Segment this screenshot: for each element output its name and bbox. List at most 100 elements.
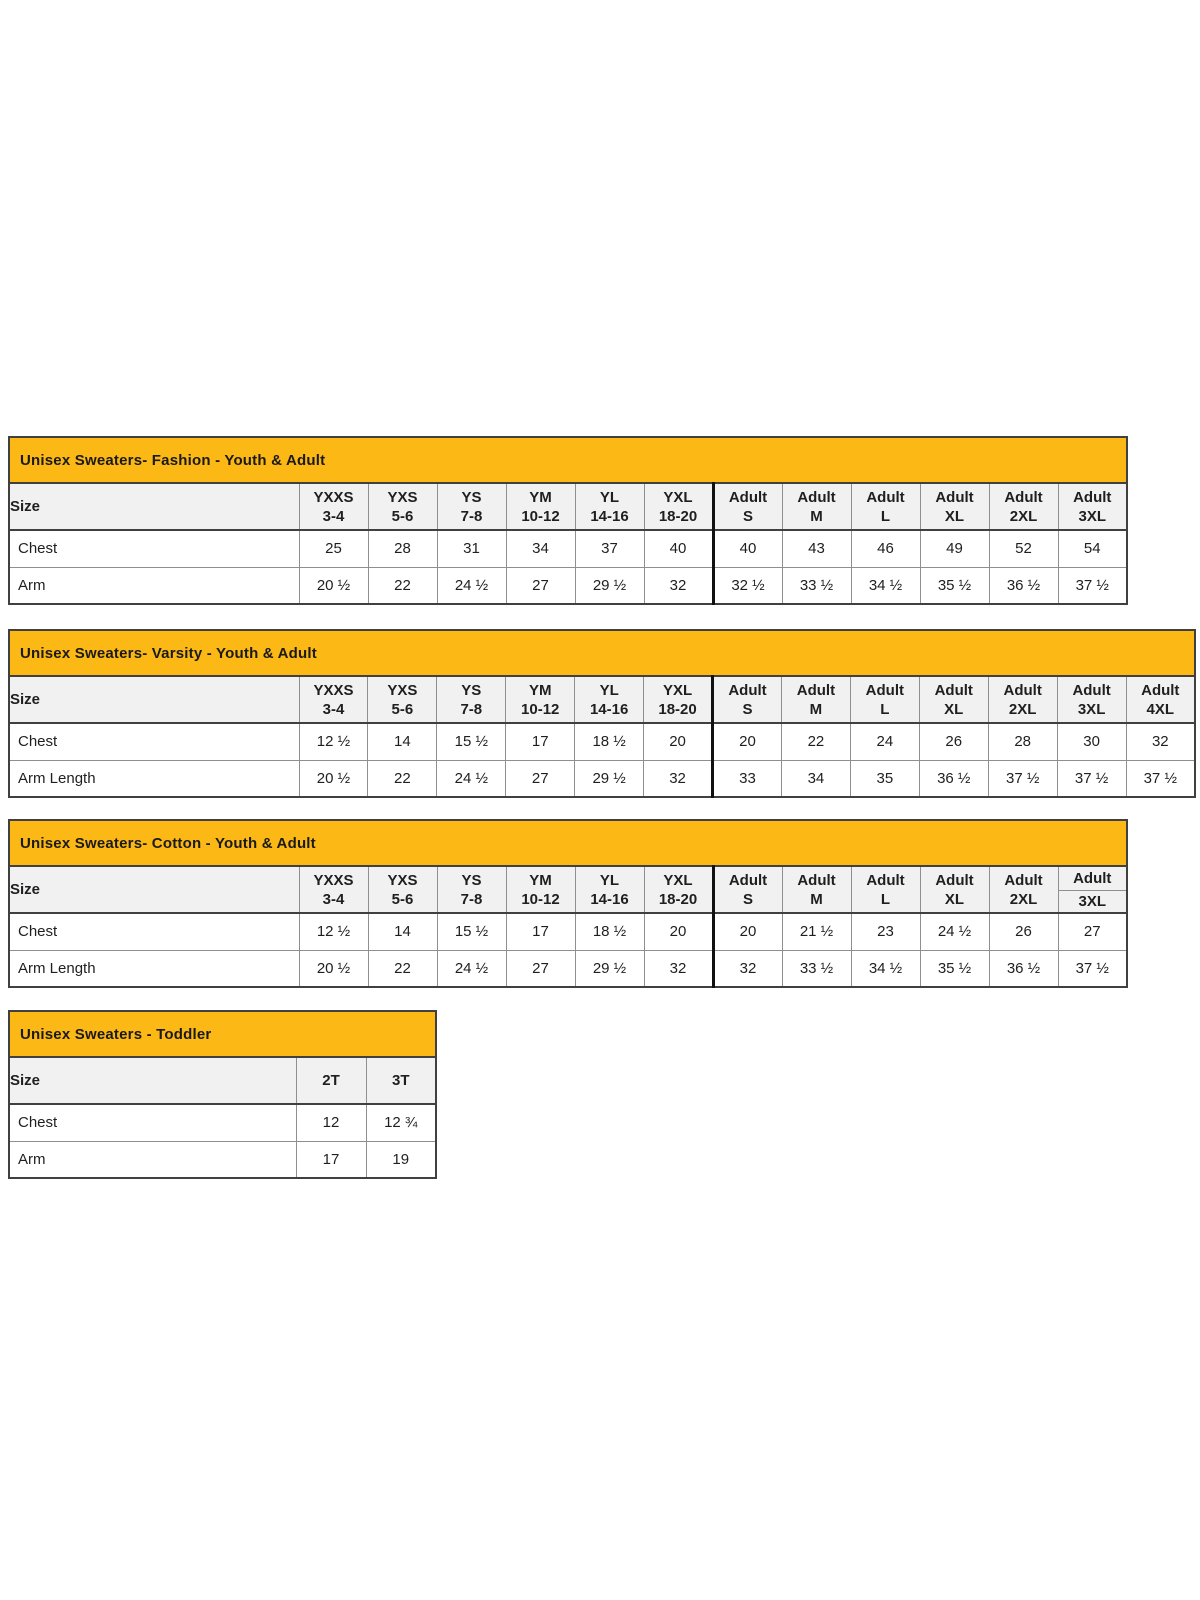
column-header: YXL 18-20: [643, 675, 714, 724]
size-value: 29 ½: [574, 759, 645, 798]
toddler-size-chart: Unisex Sweaters - Toddler Size 2T 3T Chest 1…: [8, 1010, 437, 1179]
size-value: 40: [643, 529, 714, 568]
column-header: Adult S: [711, 675, 782, 724]
size-value: 30: [1056, 722, 1127, 761]
column-header: Adult XL: [919, 865, 990, 914]
column-header: 2T: [295, 1056, 367, 1105]
column-header-line1: Adult: [728, 488, 768, 506]
column-header-line1: 3T: [391, 1072, 410, 1089]
column-header-line2: 18-20: [658, 507, 698, 525]
size-value: 17: [505, 912, 576, 951]
column-header-line1: YM: [529, 488, 552, 506]
size-value: 32 ½: [711, 566, 783, 605]
size-value: 34 ½: [850, 566, 921, 605]
size-value: 32: [643, 759, 714, 798]
column-header-line1: Adult: [1072, 681, 1111, 699]
size-value: 32: [1125, 722, 1196, 761]
column-header-line1: YXXS: [313, 488, 354, 506]
size-value: 18 ½: [574, 912, 645, 951]
column-header-line2: 7-8: [460, 890, 483, 908]
size-column-header: Size: [8, 482, 300, 531]
row-label: Chest: [8, 722, 300, 761]
column-header-line1: Adult: [866, 871, 905, 889]
size-value: 15 ½: [436, 912, 507, 951]
size-value: 14: [367, 912, 438, 951]
size-value: 17: [505, 722, 576, 761]
column-header: Adult S: [711, 482, 783, 531]
size-value: 21 ½: [781, 912, 852, 951]
size-value: 34 ½: [850, 949, 921, 988]
column-header: YXL 18-20: [643, 482, 714, 531]
column-header-line2: 2XL: [1008, 700, 1037, 718]
size-value: 54: [1057, 529, 1128, 568]
column-header-line1: Adult: [728, 871, 768, 889]
row-label: Arm: [8, 1140, 297, 1179]
size-value: 12: [295, 1103, 367, 1142]
column-header: Adult M: [781, 482, 852, 531]
size-column-header: Size: [8, 675, 300, 724]
column-header-line2: 10-12: [521, 700, 560, 718]
column-header-line2: 10-12: [521, 507, 560, 525]
size-value: 37 ½: [1125, 759, 1196, 798]
column-header-line1: Adult: [865, 681, 904, 699]
size-value: 24 ½: [919, 912, 990, 951]
column-header-line2: L: [880, 890, 891, 908]
column-header-line1: YM: [529, 871, 552, 889]
column-header-line1: Adult: [935, 488, 974, 506]
column-header: YS 7-8: [436, 675, 507, 724]
column-header-line1: YS: [461, 681, 482, 699]
size-value: 27: [505, 759, 576, 798]
column-header-line1: Adult: [797, 871, 836, 889]
fashion-size-chart: Unisex Sweaters- Fashion - Youth & Adult…: [8, 436, 1128, 605]
column-header-line1: Adult: [935, 871, 974, 889]
size-value: 17: [295, 1140, 367, 1179]
column-header: Adult 3XL: [1057, 482, 1128, 531]
size-value: 20 ½: [298, 759, 369, 798]
size-value: 40: [711, 529, 783, 568]
size-value: 28: [367, 529, 438, 568]
size-value: 12 ¾: [365, 1103, 437, 1142]
column-header-line2: 7-8: [460, 700, 483, 718]
column-header-line2: M: [810, 890, 823, 908]
column-header: YXL 18-20: [643, 865, 714, 914]
column-header-line2: 3-4: [322, 507, 345, 525]
column-header: Adult L: [849, 675, 920, 724]
size-value: 14: [367, 722, 438, 761]
column-header: YXXS 3-4: [298, 865, 369, 914]
column-header-line2: L: [880, 700, 890, 718]
size-value: 49: [919, 529, 990, 568]
column-header: Adult M: [780, 675, 851, 724]
size-value: 29 ½: [574, 566, 645, 605]
column-header-line1: YXXS: [313, 871, 354, 889]
size-value: 36 ½: [988, 566, 1059, 605]
row-label: Arm Length: [8, 949, 300, 988]
column-header: YL 14-16: [574, 675, 645, 724]
size-value: 27: [505, 949, 576, 988]
size-value: 35: [849, 759, 920, 798]
column-header-line2: L: [880, 507, 891, 525]
column-header-line1: YL: [599, 488, 620, 506]
column-header: Adult L: [850, 482, 921, 531]
size-value: 31: [436, 529, 507, 568]
size-value: 36 ½: [988, 949, 1059, 988]
column-header-line2: S: [742, 890, 753, 908]
cotton-size-table: Size YXXS 3-4 YXS 5-6 YS 7-8 YM 10-12 YL 14-16 YXL 1…: [8, 865, 1128, 988]
column-header-line1: YXL: [662, 681, 693, 699]
size-value: 33 ½: [781, 949, 852, 988]
toddler-size-table: Size 2T 3T Chest 12 12 ¾ Arm 17 19: [8, 1056, 437, 1179]
column-header: Adult L: [850, 865, 921, 914]
column-header-line1: Adult: [1073, 488, 1112, 506]
size-value: 22: [780, 722, 851, 761]
column-header-line2: 3-4: [322, 890, 345, 908]
size-value: 37 ½: [1056, 759, 1127, 798]
row-label: Chest: [8, 529, 300, 568]
column-header-line2: 14-16: [590, 890, 629, 908]
column-header: Adult XL: [918, 675, 989, 724]
column-header-line1: 2T: [322, 1072, 340, 1089]
size-value: 27: [1057, 912, 1128, 951]
column-header-line2: 7-8: [460, 507, 483, 525]
column-header-line1: Adult: [796, 681, 836, 699]
table-row: Arm 20 ½ 22 24 ½ 27 29 ½ 32 32 ½ 33 ½ 34 ½ 35 ½ 36 …: [8, 566, 1128, 605]
column-header-line2: 5-6: [391, 890, 414, 908]
column-header-line2: M: [810, 507, 823, 525]
